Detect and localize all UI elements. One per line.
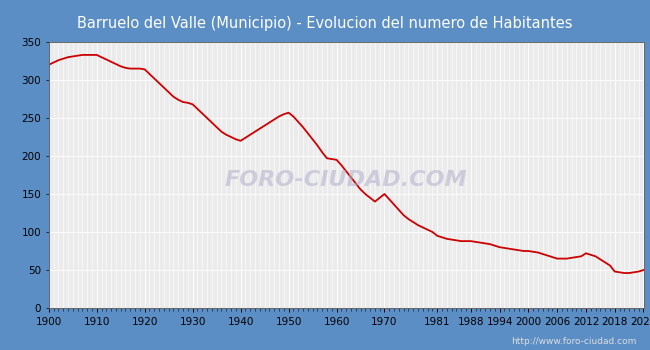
Text: http://www.foro-ciudad.com: http://www.foro-ciudad.com (512, 337, 637, 346)
Text: FORO-CIUDAD.COM: FORO-CIUDAD.COM (225, 170, 467, 190)
Text: Barruelo del Valle (Municipio) - Evolucion del numero de Habitantes: Barruelo del Valle (Municipio) - Evoluci… (77, 16, 573, 31)
